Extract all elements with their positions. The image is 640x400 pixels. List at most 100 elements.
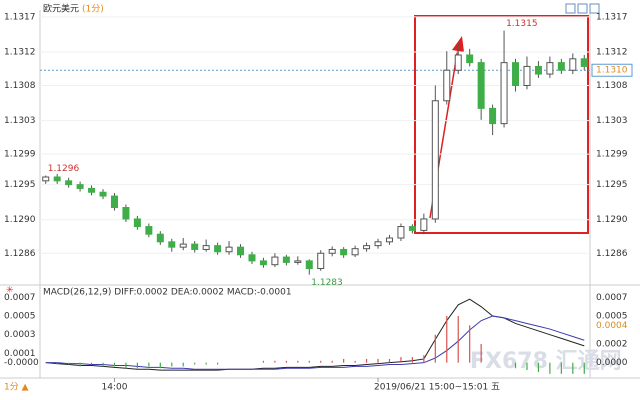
y-tick-label: 0.0005 [4, 312, 36, 322]
y-tick-label: 1.1286 [596, 249, 628, 259]
macd-bar [297, 360, 299, 363]
macd-bar [469, 325, 471, 363]
candle-body [512, 62, 520, 86]
macd-bar [560, 362, 562, 374]
y-tick-label: 0.0007 [596, 293, 628, 303]
candle-body [351, 248, 359, 256]
macd-bar [549, 362, 551, 374]
candle-body [557, 62, 565, 71]
y-tick-label: 1.1312 [596, 47, 628, 57]
candle-body [225, 246, 233, 253]
candle-body [420, 218, 428, 231]
y-tick-label: 1.1308 [4, 81, 36, 91]
candle-body [500, 62, 508, 125]
macd-bar [343, 358, 345, 363]
y-tick-label: 1.1295 [596, 180, 628, 190]
macd-bar [113, 362, 116, 367]
macd-bar [365, 358, 368, 363]
candle-body [477, 62, 485, 109]
candle-body [88, 187, 96, 193]
candle-body [569, 58, 577, 71]
y-tick-label: 0.0007 [4, 293, 36, 303]
candle-body [408, 226, 416, 231]
price-annotation: 1.1283 [311, 278, 343, 288]
macd-bar [480, 344, 482, 363]
y-tick-label: 1.1299 [4, 150, 36, 160]
y-tick-label: 1.1286 [4, 249, 36, 259]
y-tick-label: 1.1312 [4, 47, 36, 57]
candle-body [99, 191, 107, 197]
macd-bar [320, 360, 322, 363]
candle-body [294, 260, 302, 263]
toolbar-button[interactable] [565, 3, 576, 14]
y-tick-label: 1.1290 [4, 215, 36, 225]
chart-subtitle: (1分) [82, 4, 104, 15]
y-tick-label: 1.1295 [4, 180, 36, 190]
candle-body [397, 226, 405, 239]
macd-bar [205, 362, 207, 365]
candle-body [122, 207, 130, 220]
candle-body [214, 245, 222, 253]
macd-bar [331, 360, 333, 363]
watermark: FX678 汇通网 [470, 349, 622, 374]
y-tick-label: 1.1299 [596, 150, 628, 160]
toolbar-button[interactable] [577, 3, 588, 14]
macd-bar [537, 362, 540, 372]
candle-body [145, 226, 153, 235]
macd-bar [182, 362, 184, 367]
candle-body [580, 58, 588, 67]
macd-bar [285, 360, 287, 363]
macd-bar [526, 362, 528, 371]
toolbar[interactable] [565, 3, 600, 14]
candle-body [42, 176, 50, 182]
candle-body [534, 65, 542, 75]
toolbar-button[interactable] [589, 3, 600, 14]
y-tick-label: 0.0003 [4, 330, 36, 340]
macd-bar [56, 362, 58, 365]
macd-bar [90, 362, 93, 365]
candle-body [156, 233, 164, 243]
candle-body [168, 241, 176, 248]
candle-body [328, 248, 336, 254]
macd-bar [377, 358, 379, 363]
candle-body [259, 260, 267, 266]
y-tick-label: 0.0001 [4, 349, 36, 359]
macd-bar [446, 316, 448, 363]
macd-icon: ✳ [6, 286, 14, 296]
current-value-label: 0.0004 [596, 321, 628, 331]
candle-body [454, 54, 462, 71]
x-tick-label: 14:00 [102, 383, 128, 393]
macd-bar [572, 362, 574, 374]
macd-bar [262, 360, 265, 363]
candle-body [237, 246, 245, 256]
macd-bar [125, 362, 127, 369]
macd-bar [400, 357, 402, 363]
macd-bar [148, 362, 150, 367]
highlight-box [414, 15, 589, 234]
macd-bar [217, 362, 219, 365]
last-price-box [591, 63, 633, 77]
macd-bar [388, 358, 391, 363]
macd-bar [354, 360, 356, 363]
candle-body [110, 195, 118, 209]
y-tick-label: 1.1317 [596, 12, 628, 22]
candle-body [443, 69, 451, 102]
y-tick-label: 1.1290 [596, 215, 628, 225]
macd-bar [308, 360, 310, 363]
y-tick-label: 1.1303 [596, 116, 628, 126]
candle-body [466, 54, 474, 64]
candle-body [317, 252, 325, 270]
candle-body [202, 245, 210, 250]
y-tick-label: 0.0000 [596, 358, 628, 368]
macd-bar [583, 362, 585, 374]
candle-body [179, 243, 187, 248]
price-annotation: 1.1315 [506, 19, 538, 29]
period-label: 1分 ▲ [4, 382, 29, 393]
candle-body [546, 62, 554, 75]
macd-bar [68, 362, 70, 365]
candle-body [271, 256, 279, 266]
candle-body [305, 260, 313, 270]
candle-body [191, 243, 199, 250]
